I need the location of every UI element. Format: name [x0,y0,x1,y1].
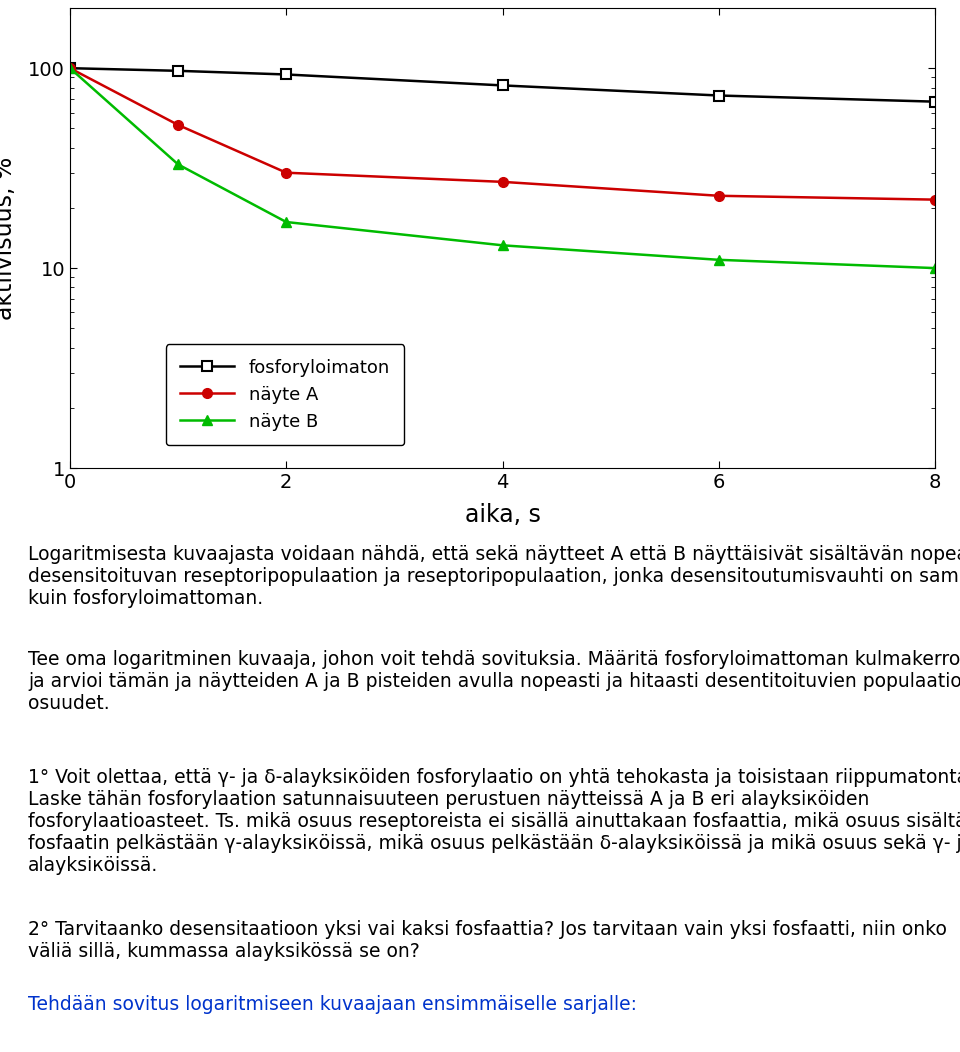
Text: Logaritmisesta kuvaajasta voidaan nähdä, että sekä näytteet A että B näyttäisivä: Logaritmisesta kuvaajasta voidaan nähdä,… [28,545,960,608]
Text: 2° Tarvitaanko desensitaatioon yksi vai kaksi fosfaattia? Jos tarvitaan vain yks: 2° Tarvitaanko desensitaatioon yksi vai … [28,920,947,960]
fosforyloimaton [173,64,184,77]
Line: fosforyloimaton: fosforyloimaton [65,63,940,106]
fosforyloimaton [64,62,76,75]
näyte B [64,62,76,75]
näyte B [496,239,508,251]
näyte B [173,158,184,170]
Text: 1° Voit olettaa, että γ- ja δ-alayksiкöiden fosforylaatio on yhtä tehokasta ja t: 1° Voit olettaa, että γ- ja δ-alayksiкöi… [28,768,960,875]
näyte B [713,254,725,266]
näyte A [280,166,292,179]
näyte A [496,176,508,188]
X-axis label: aika, s: aika, s [465,503,540,527]
fosforyloimaton [713,89,725,102]
näyte A [64,62,76,75]
fosforyloimaton [496,79,508,92]
Legend: fosforyloimaton, näyte A, näyte B: fosforyloimaton, näyte A, näyte B [165,344,404,445]
näyte A [173,119,184,132]
Text: Tehdään sovitus logaritmiseen kuvaajaan ensimmäiselle sarjalle:: Tehdään sovitus logaritmiseen kuvaajaan … [28,995,637,1014]
Text: Tee oma logaritminen kuvaaja, johon voit tehdä sovituksia. Määritä fosforyloimat: Tee oma logaritminen kuvaaja, johon voit… [28,650,960,713]
Line: näyte A: näyte A [65,63,940,204]
näyte A [713,189,725,202]
näyte B [929,262,941,275]
näyte A [929,194,941,206]
Y-axis label: aktiivisuus, %: aktiivisuus, % [0,157,17,320]
fosforyloimaton [929,96,941,108]
fosforyloimaton [280,68,292,81]
Line: näyte B: näyte B [65,63,940,272]
näyte B [280,216,292,228]
